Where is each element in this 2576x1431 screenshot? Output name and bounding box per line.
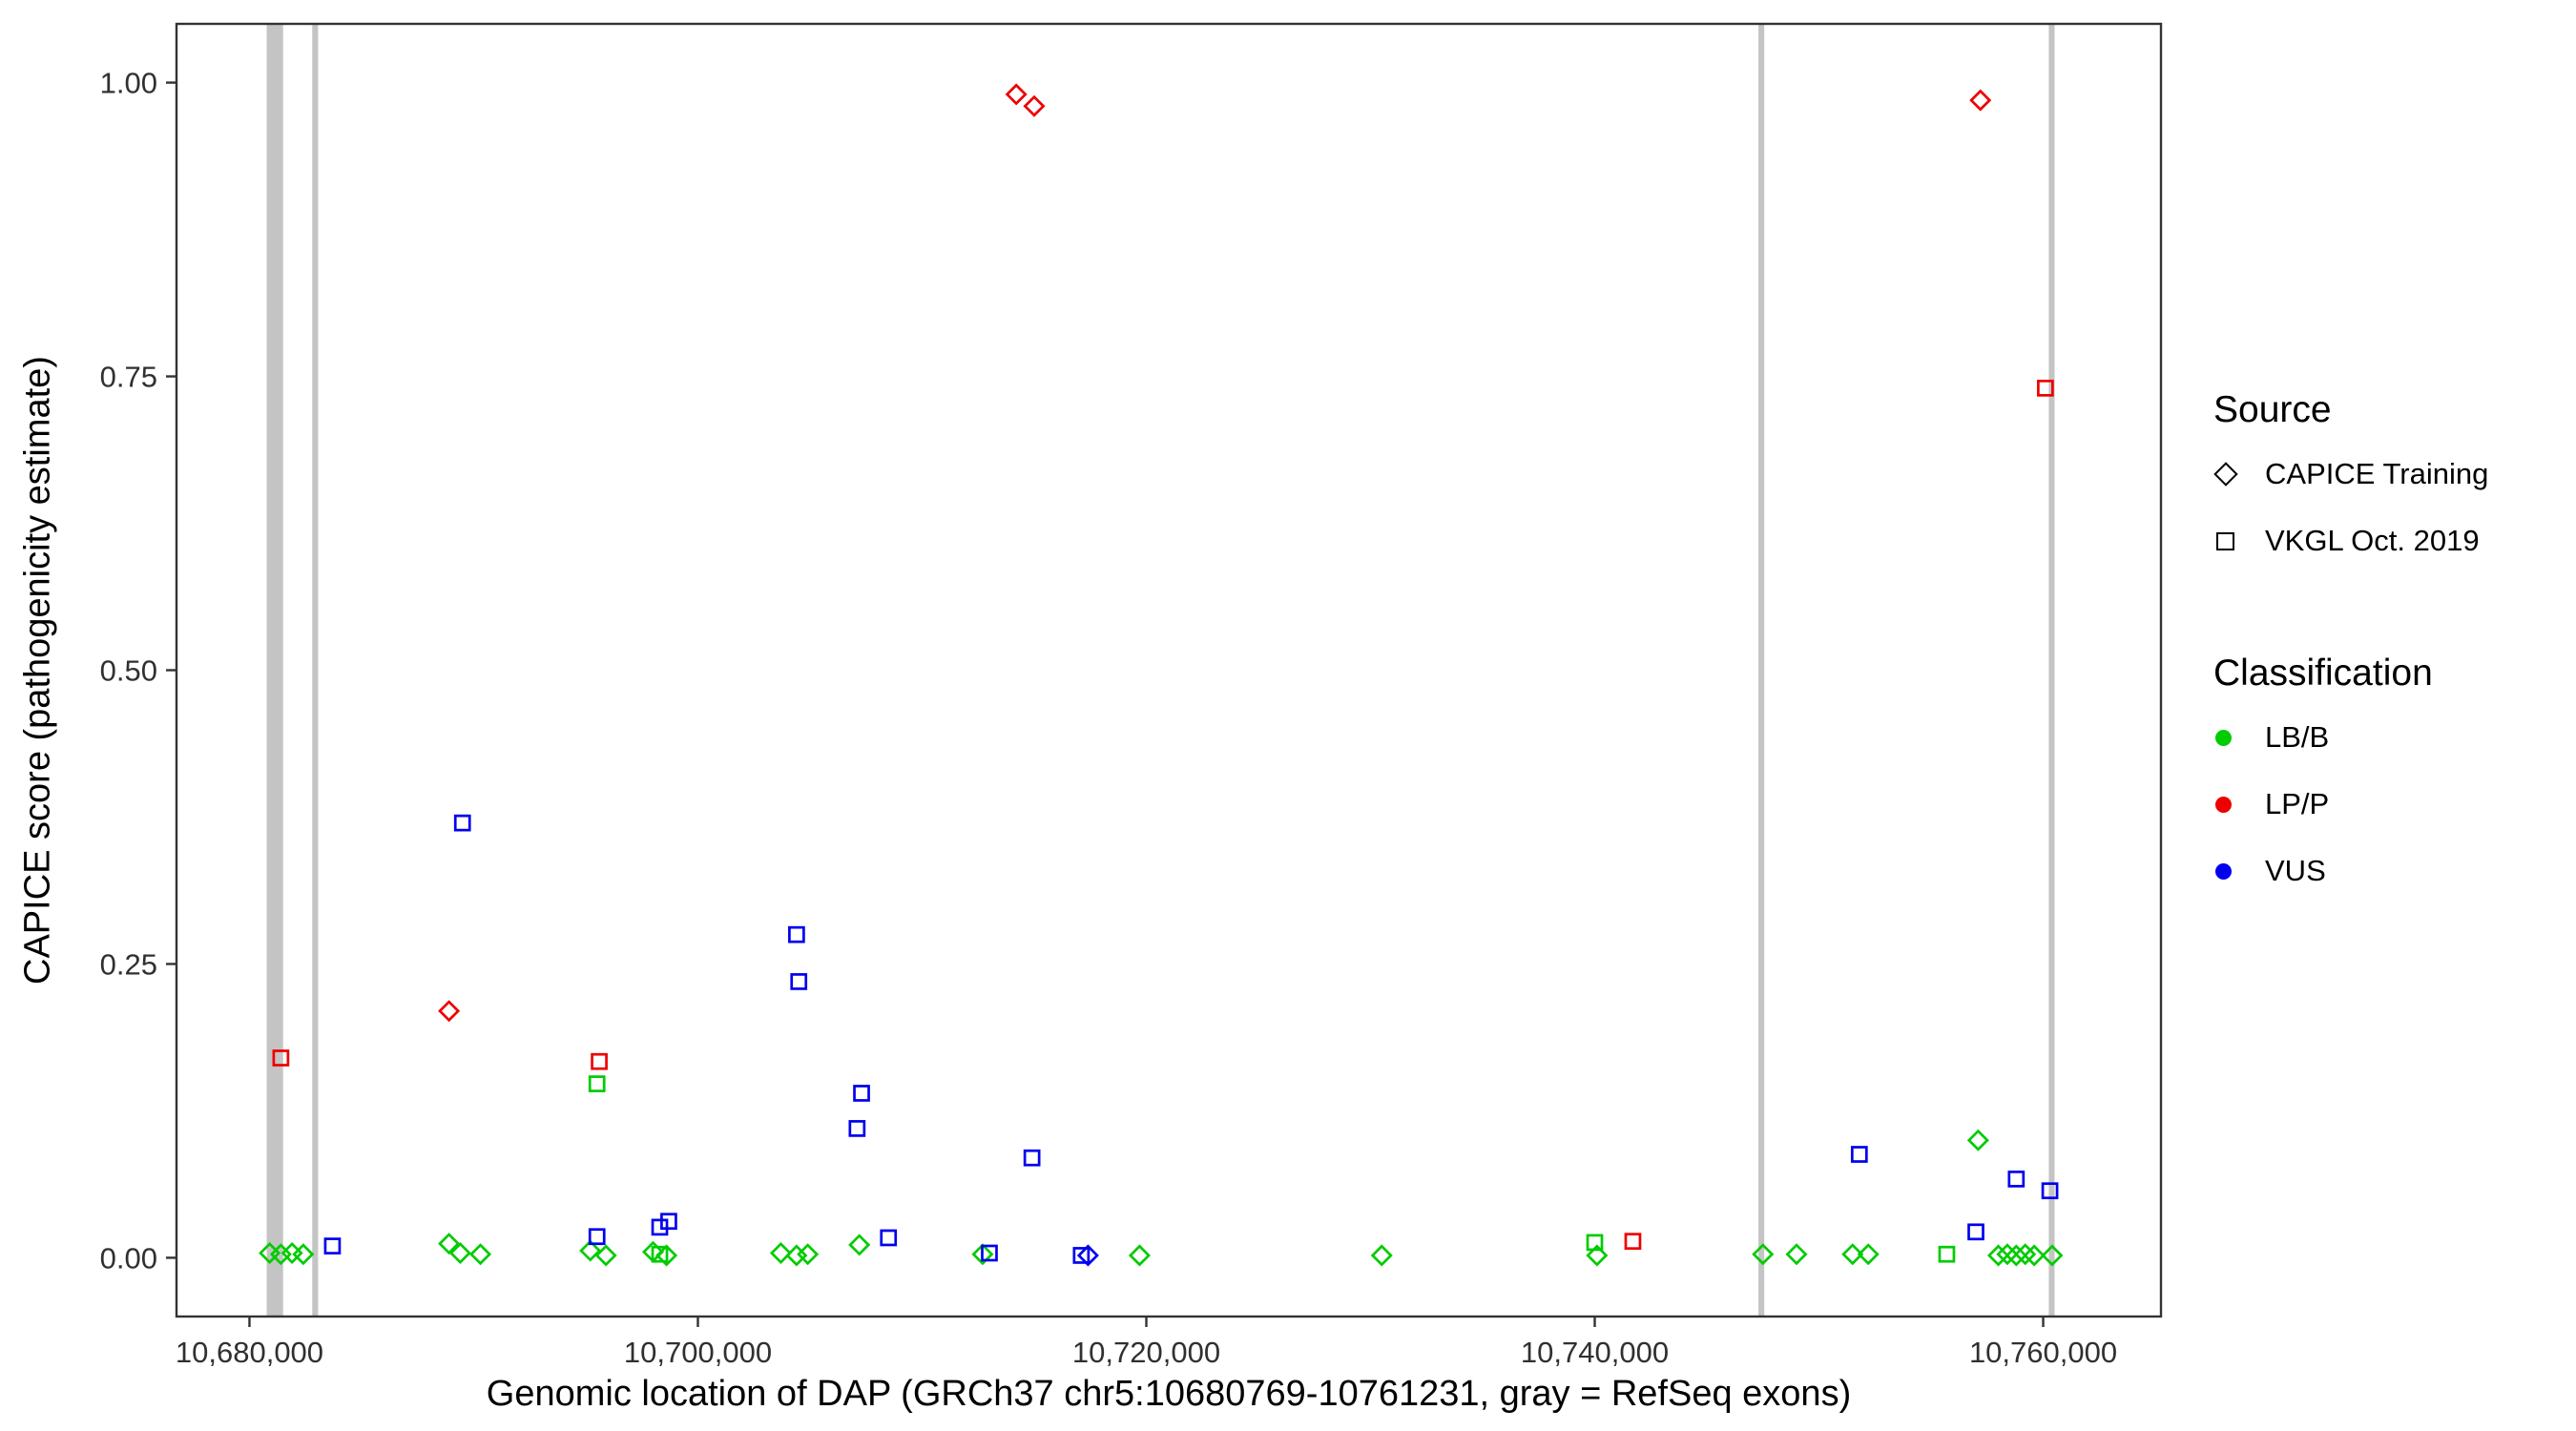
data-point-square <box>1624 1233 1642 1251</box>
data-point-diamond <box>1005 83 1028 106</box>
data-point-square <box>2037 380 2054 397</box>
legend-key <box>2213 796 2255 813</box>
green-dot-icon <box>2215 729 2232 746</box>
legend-classification-title: Classification <box>2213 653 2433 694</box>
data-point-diamond <box>292 1243 315 1266</box>
x-tick-label: 10,700,000 <box>624 1336 772 1369</box>
data-point-diamond <box>1969 89 1992 112</box>
data-point-diamond <box>1128 1244 1151 1267</box>
data-point-square <box>591 1052 608 1070</box>
legend-item-label: LB/B <box>2265 720 2330 754</box>
refseq-exon-bar <box>266 24 283 1317</box>
refseq-exon-bar <box>2048 24 2055 1317</box>
data-point-square <box>272 1049 290 1067</box>
legend-key <box>2213 729 2255 746</box>
data-point-diamond <box>448 1241 471 1265</box>
data-point-square <box>1938 1245 1956 1263</box>
y-axis-title: CAPICE score (pathogenicity estimate) <box>17 356 58 985</box>
legend-item-capice-training: CAPICE Training <box>2213 454 2566 494</box>
legend-item-label: LP/P <box>2265 787 2330 820</box>
data-point-diamond <box>1966 1129 1989 1151</box>
data-point-diamond <box>2041 1244 2064 1267</box>
data-point-square <box>2007 1171 2025 1188</box>
x-axis-title: Genomic location of DAP (GRCh37 chr5:106… <box>486 1374 1852 1414</box>
blue-dot-icon <box>2215 862 2232 880</box>
data-point-square <box>1586 1234 1604 1252</box>
data-point-diamond <box>971 1243 994 1266</box>
data-point-diamond <box>469 1243 492 1266</box>
data-point-diamond <box>1370 1244 1393 1267</box>
x-tick-label: 10,760,000 <box>1969 1336 2117 1369</box>
y-tick-label: 0.25 <box>100 947 157 981</box>
data-point-diamond <box>797 1243 820 1266</box>
data-point-diamond <box>438 1000 461 1023</box>
data-point-diamond <box>1857 1243 1880 1266</box>
legend-source-block: Source CAPICE Training VKGL Oct. 2019 <box>2213 389 2566 561</box>
data-point-diamond <box>769 1241 792 1265</box>
refseq-exon-bar <box>1758 24 1765 1317</box>
panel-border <box>175 22 2163 1318</box>
data-point-square <box>453 814 471 832</box>
legend-item-vus: VUS <box>2213 851 2566 891</box>
data-point-square <box>2041 1182 2059 1200</box>
legend-item-vkgl: VKGL Oct. 2019 <box>2213 521 2566 561</box>
data-point-square <box>1967 1223 1984 1241</box>
x-tick-label: 10,740,000 <box>1521 1336 1669 1369</box>
x-tick-label: 10,720,000 <box>1072 1336 1220 1369</box>
y-tick-label: 1.00 <box>100 67 157 100</box>
y-tick-label: 0.75 <box>100 361 157 394</box>
legend-item-label: CAPICE Training <box>2265 457 2489 490</box>
data-point-diamond <box>1076 1244 1099 1267</box>
data-point-diamond <box>1752 1243 1775 1266</box>
refseq-exon-bar <box>312 24 319 1317</box>
data-point-square <box>853 1085 870 1102</box>
data-point-square <box>660 1213 677 1231</box>
data-point-square <box>588 1228 606 1246</box>
data-point-diamond <box>2023 1244 2046 1267</box>
data-point-diamond <box>1023 94 1046 117</box>
data-point-square <box>880 1229 898 1247</box>
legend-key <box>2213 531 2255 550</box>
legend-item-lpp: LP/P <box>2213 784 2566 824</box>
data-point-square <box>1072 1247 1091 1264</box>
data-point-square <box>651 1245 669 1263</box>
data-point-diamond <box>655 1244 678 1267</box>
data-point-square <box>790 973 808 990</box>
data-point-diamond <box>438 1233 461 1255</box>
data-point-square <box>323 1237 342 1255</box>
red-dot-icon <box>2215 796 2232 813</box>
data-point-diamond <box>848 1234 871 1256</box>
data-point-square <box>981 1244 998 1262</box>
legend-source-title: Source <box>2213 389 2332 430</box>
legend-key <box>2213 462 2255 487</box>
data-point-square <box>588 1075 606 1092</box>
legend-classification-block: Classification LB/B LP/P VUS <box>2213 653 2566 891</box>
legend-item-label: VUS <box>2265 854 2326 887</box>
data-point-diamond <box>1785 1243 1808 1266</box>
legend-key <box>2213 862 2255 880</box>
data-point-diamond <box>1841 1243 1864 1266</box>
diamond-marker-icon <box>2213 462 2238 487</box>
y-tick-label: 0.50 <box>100 654 157 688</box>
square-marker-icon <box>2216 531 2234 550</box>
legend: Source CAPICE Training VKGL Oct. 2019 Cl… <box>2213 389 2566 891</box>
data-point-square <box>788 925 805 944</box>
legend-item-label: VKGL Oct. 2019 <box>2265 524 2480 557</box>
x-tick-label: 10,680,000 <box>176 1336 323 1369</box>
data-point-square <box>1850 1146 1868 1163</box>
legend-item-lbb: LB/B <box>2213 717 2566 757</box>
data-point-diamond <box>579 1239 602 1262</box>
y-tick-label: 0.00 <box>100 1241 157 1275</box>
data-point-diamond <box>594 1244 617 1267</box>
data-point-square <box>1023 1149 1041 1167</box>
data-point-square <box>848 1120 866 1137</box>
